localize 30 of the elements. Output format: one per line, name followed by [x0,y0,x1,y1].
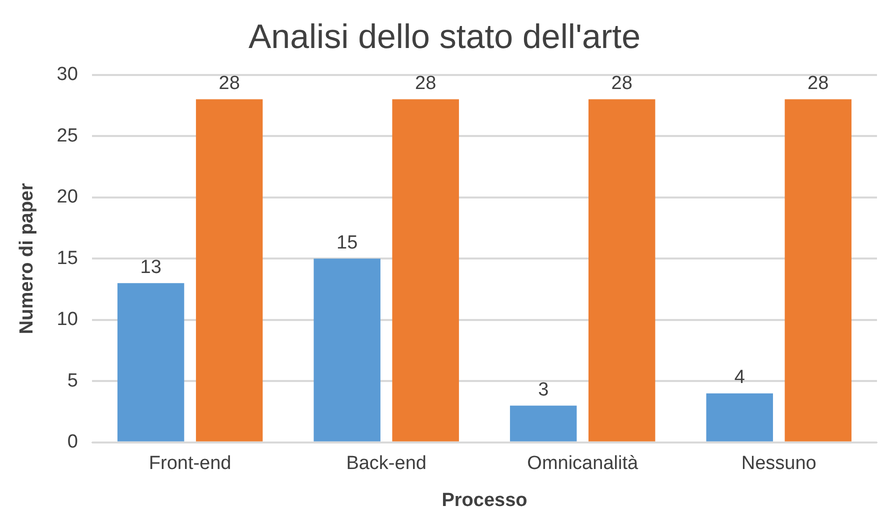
bar [392,99,459,442]
bar [706,393,773,442]
x-tick-label: Front-end [148,453,232,474]
y-tick-label: 30 [56,64,78,86]
data-label: 4 [734,367,746,388]
bar [784,99,852,442]
bar [314,258,380,442]
y-axis-title: Numero di paper [16,182,38,334]
y-tick-label: 15 [56,248,78,269]
x-tick-label: Nessuno [741,453,816,474]
x-axis-title: Processo [442,490,528,511]
bar [196,99,263,442]
data-label: 15 [336,232,358,254]
x-tick-label: Back-end [346,453,426,474]
y-tick-label: 10 [56,309,78,330]
y-tick-label: 25 [56,125,78,146]
y-tick-label: 0 [67,432,78,453]
y-tick-label: 5 [67,370,78,392]
bar [510,406,577,442]
x-tick-label: Omnicanalità [527,453,638,474]
data-label: 28 [611,73,632,94]
data-label: 28 [808,73,829,94]
data-label: 13 [140,256,162,278]
data-label: 3 [538,379,549,400]
y-tick-label: 20 [56,186,78,208]
bar [588,99,656,442]
bar [117,283,184,442]
data-label: 28 [415,73,436,94]
data-label: 28 [218,73,240,94]
chart-title: Analisi dello stato dell'arte [248,18,641,56]
